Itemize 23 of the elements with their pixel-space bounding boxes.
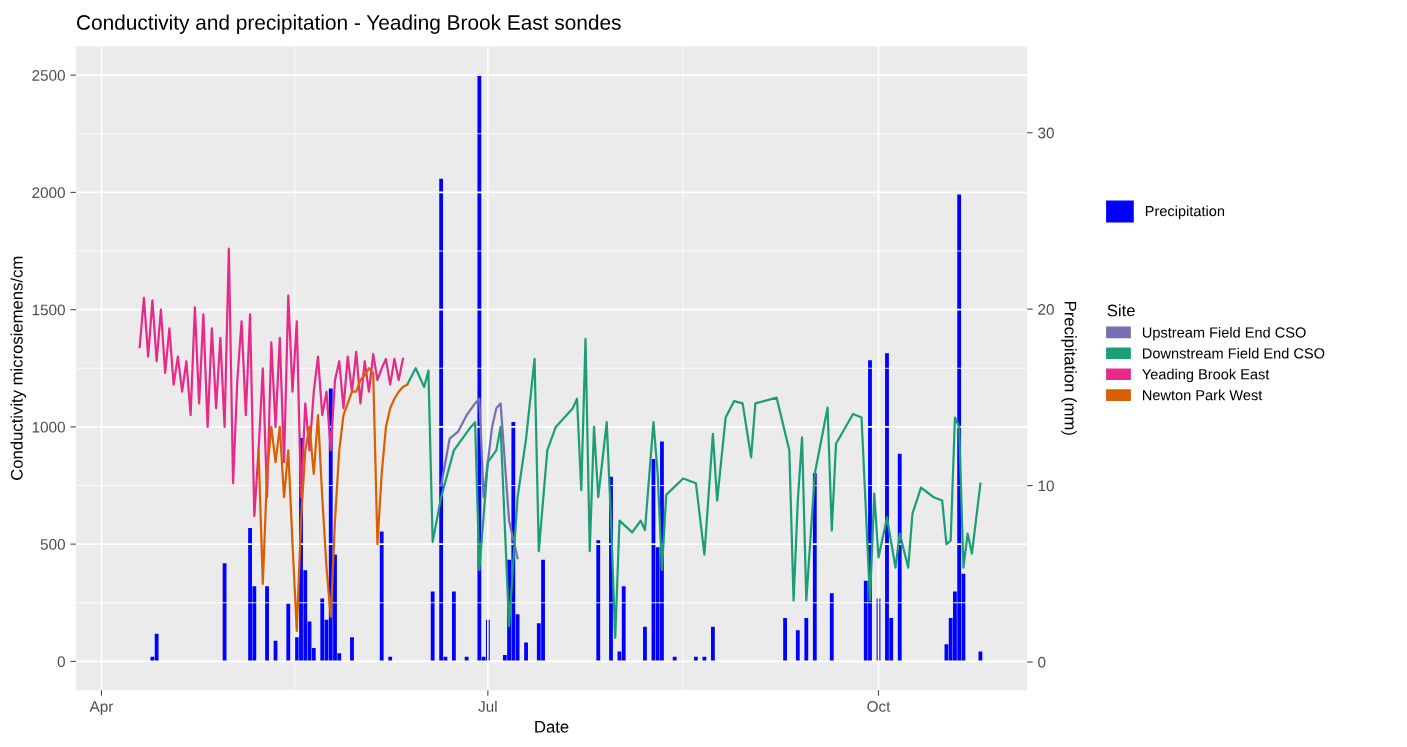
y-tick-label: 500 (40, 539, 65, 550)
x-tick-label: Apr (89, 701, 114, 715)
x-tick-label: Jul (478, 700, 497, 712)
legend-label: Yeading Brook East (1142, 368, 1270, 383)
y-axis-title: Conductivity microsiemens/cm (10, 256, 27, 480)
x-axis-title: Date (535, 721, 569, 733)
x-tick-label: Oct (867, 701, 891, 712)
y2-axis-title: Precipitation (mm) (1061, 302, 1077, 435)
y2-tick-label: 0 (1038, 656, 1046, 668)
y2-tick-label: 20 (1038, 304, 1054, 315)
legend-label: Precipitation (1145, 205, 1225, 220)
y2-tick-label: 10 (1038, 480, 1054, 492)
y-tick-label: 2000 (32, 187, 65, 199)
legend-label: Upstream Field End CSO (1142, 326, 1306, 341)
chart-title: Conductivity and precipitation - Yeading Brook East sondes (77, 14, 621, 34)
y-tick-label: 1000 (32, 421, 65, 433)
legend-title: Site (1107, 304, 1135, 317)
y-tick-label: 2500 (32, 70, 65, 81)
legend-label: Downstream Field End CSO (1143, 347, 1325, 359)
y-tick-label: 0 (57, 656, 65, 668)
legend-label: Newton Park West (1143, 389, 1263, 401)
y2-tick-label: 30 (1038, 127, 1054, 139)
y-tick-label: 1500 (32, 304, 65, 316)
